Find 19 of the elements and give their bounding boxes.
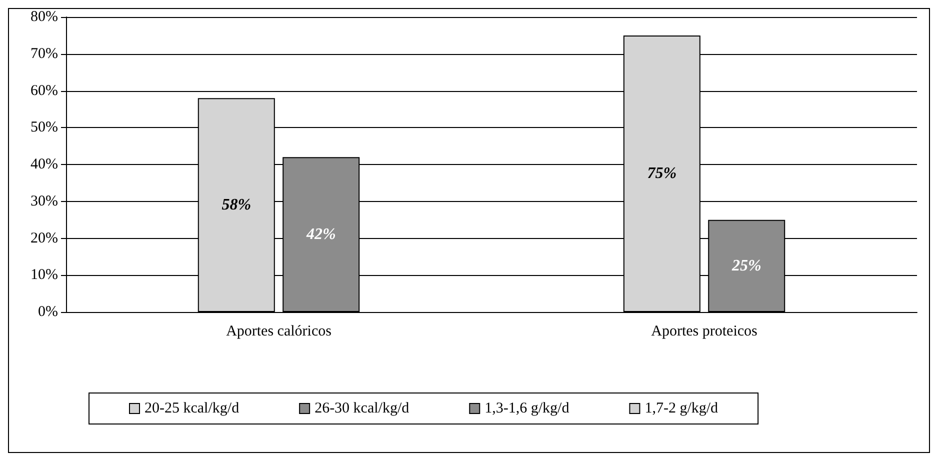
legend-label: 26-30 kcal/kg/d bbox=[314, 400, 410, 416]
data-label: 58% bbox=[222, 196, 252, 214]
y-tick-label: 10% bbox=[30, 267, 58, 284]
y-tick-label: 40% bbox=[30, 156, 58, 172]
y-tick-label: 60% bbox=[30, 82, 58, 99]
y-tick-label: 70% bbox=[30, 46, 58, 62]
y-tick-label: 20% bbox=[30, 230, 58, 246]
data-label: 25% bbox=[730, 257, 762, 274]
legend-label: 1,3-1,6 g/kg/d bbox=[484, 400, 570, 416]
legend-label: 20-25 kcal/kg/d bbox=[144, 400, 240, 416]
legend-label: 1,7-2 g/kg/d bbox=[644, 400, 719, 416]
y-tick-label: 0% bbox=[38, 304, 58, 320]
x-tick-label: Aportes proteicos bbox=[651, 324, 758, 340]
y-tick-label: 80% bbox=[30, 9, 58, 25]
y-tick-label: 50% bbox=[30, 120, 58, 136]
x-tick-label: Aportes calóricos bbox=[226, 324, 332, 340]
y-tick-label: 30% bbox=[30, 193, 58, 210]
data-label: 42% bbox=[305, 226, 336, 244]
data-label: 75% bbox=[647, 165, 677, 182]
